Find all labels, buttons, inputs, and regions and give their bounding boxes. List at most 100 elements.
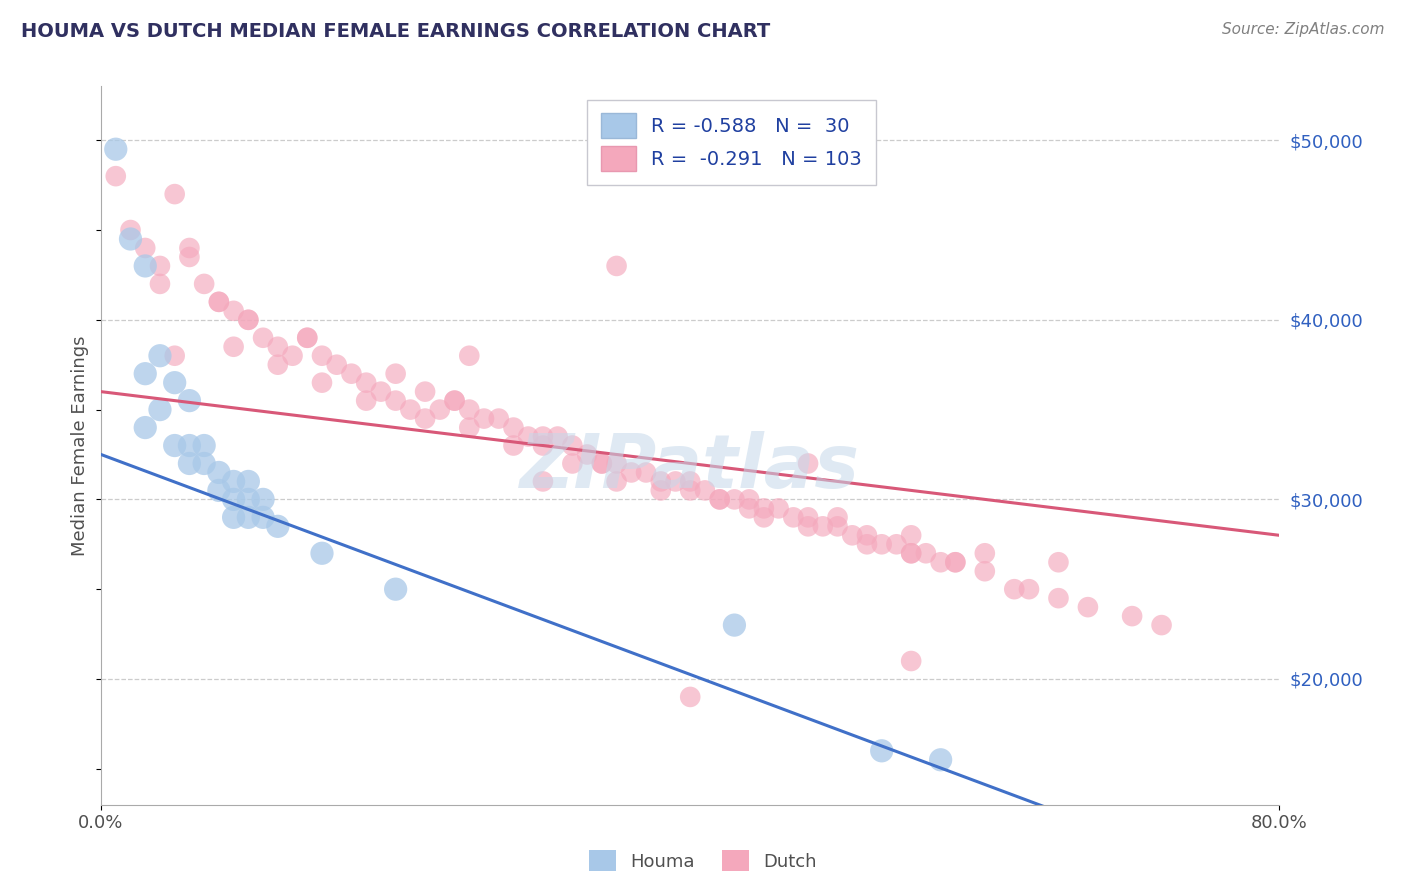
Point xyxy=(413,384,436,399)
Point xyxy=(679,483,702,498)
Point xyxy=(709,492,731,507)
Point xyxy=(238,313,260,327)
Point xyxy=(222,475,245,489)
Point xyxy=(856,528,879,542)
Point xyxy=(281,349,304,363)
Point xyxy=(311,546,333,560)
Legend: Houma, Dutch: Houma, Dutch xyxy=(582,843,824,879)
Point xyxy=(841,528,863,542)
Point xyxy=(472,411,495,425)
Point xyxy=(531,429,554,443)
Point xyxy=(267,340,290,354)
Point xyxy=(929,753,952,767)
Point xyxy=(179,250,201,264)
Point xyxy=(1047,591,1070,606)
Point xyxy=(413,411,436,425)
Point xyxy=(606,259,628,273)
Text: Source: ZipAtlas.com: Source: ZipAtlas.com xyxy=(1222,22,1385,37)
Point xyxy=(179,241,201,255)
Point xyxy=(163,349,186,363)
Point xyxy=(458,420,481,434)
Point xyxy=(252,331,274,345)
Point xyxy=(929,555,952,569)
Point xyxy=(943,555,966,569)
Point xyxy=(973,564,995,578)
Point xyxy=(238,475,260,489)
Point xyxy=(163,438,186,452)
Y-axis label: Median Female Earnings: Median Female Earnings xyxy=(72,335,89,556)
Point xyxy=(679,475,702,489)
Point xyxy=(149,349,172,363)
Point xyxy=(561,457,583,471)
Point xyxy=(134,420,156,434)
Point xyxy=(752,510,775,524)
Point xyxy=(709,492,731,507)
Point xyxy=(384,582,406,597)
Point xyxy=(1121,609,1143,624)
Point xyxy=(547,429,569,443)
Point xyxy=(591,457,613,471)
Point xyxy=(238,510,260,524)
Point xyxy=(1018,582,1040,597)
Point xyxy=(134,241,156,255)
Point xyxy=(104,142,127,156)
Point xyxy=(502,420,524,434)
Point xyxy=(900,546,922,560)
Text: HOUMA VS DUTCH MEDIAN FEMALE EARNINGS CORRELATION CHART: HOUMA VS DUTCH MEDIAN FEMALE EARNINGS CO… xyxy=(21,22,770,41)
Point xyxy=(679,690,702,704)
Point xyxy=(443,393,465,408)
Point xyxy=(488,411,510,425)
Point xyxy=(1150,618,1173,632)
Point xyxy=(458,402,481,417)
Point xyxy=(870,537,893,551)
Point xyxy=(561,438,583,452)
Text: ZIPatlas: ZIPatlas xyxy=(520,431,860,504)
Point xyxy=(606,457,628,471)
Point xyxy=(267,519,290,533)
Point xyxy=(900,528,922,542)
Point xyxy=(576,448,599,462)
Point xyxy=(222,303,245,318)
Point xyxy=(827,510,849,524)
Point xyxy=(222,510,245,524)
Point xyxy=(370,384,392,399)
Point xyxy=(179,393,201,408)
Point xyxy=(104,169,127,183)
Point xyxy=(797,519,820,533)
Point xyxy=(429,402,451,417)
Point xyxy=(502,438,524,452)
Point xyxy=(723,492,745,507)
Point xyxy=(384,367,406,381)
Point xyxy=(723,618,745,632)
Point xyxy=(149,259,172,273)
Point xyxy=(149,277,172,291)
Point xyxy=(340,367,363,381)
Point xyxy=(252,510,274,524)
Point xyxy=(768,501,790,516)
Point xyxy=(238,492,260,507)
Point xyxy=(915,546,938,560)
Point xyxy=(870,744,893,758)
Point xyxy=(297,331,319,345)
Point xyxy=(384,393,406,408)
Point xyxy=(900,546,922,560)
Point xyxy=(179,438,201,452)
Point xyxy=(943,555,966,569)
Point xyxy=(208,294,231,309)
Point xyxy=(325,358,347,372)
Point xyxy=(149,402,172,417)
Point xyxy=(634,466,657,480)
Point xyxy=(664,475,686,489)
Point xyxy=(193,438,215,452)
Point xyxy=(620,466,643,480)
Point xyxy=(311,349,333,363)
Point xyxy=(1002,582,1025,597)
Point xyxy=(650,475,672,489)
Point xyxy=(120,232,142,246)
Point xyxy=(208,483,231,498)
Point xyxy=(354,376,377,390)
Point xyxy=(399,402,422,417)
Point xyxy=(531,438,554,452)
Point xyxy=(120,223,142,237)
Point xyxy=(134,259,156,273)
